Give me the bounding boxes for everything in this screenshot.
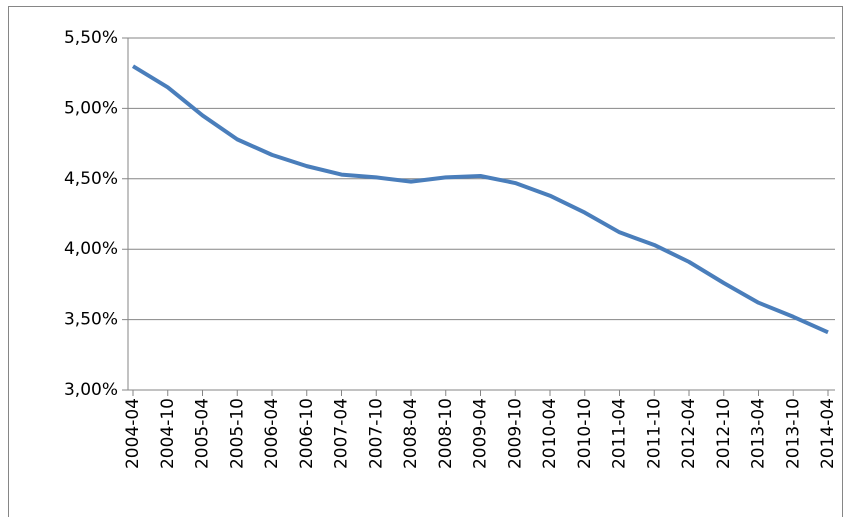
x-tick-label: 2007-10 xyxy=(366,398,386,469)
x-tick-label: 2008-04 xyxy=(401,398,421,469)
y-tick-label: 3,50% xyxy=(64,310,118,330)
x-tick-label: 2012-04 xyxy=(679,398,699,469)
x-tick-label: 2014-04 xyxy=(818,398,838,469)
x-tick-label: 2007-04 xyxy=(332,398,352,469)
y-tick-label: 3,00% xyxy=(64,380,118,400)
line-series xyxy=(131,64,829,335)
x-tick-label: 2004-04 xyxy=(123,398,143,469)
x-tick-label: 2011-04 xyxy=(610,398,630,469)
x-tick-label: 2009-10 xyxy=(505,398,525,469)
x-tick-label: 2013-04 xyxy=(749,398,769,469)
x-tick-label: 2012-10 xyxy=(714,398,734,469)
x-tick-label: 2009-04 xyxy=(471,398,491,469)
x-tick-label: 2004-10 xyxy=(158,398,178,469)
y-tick-label: 5,00% xyxy=(64,98,118,118)
x-tick-label: 2006-04 xyxy=(262,398,282,469)
x-tick-label: 2006-10 xyxy=(297,398,317,469)
y-tick-label: 4,00% xyxy=(64,239,118,259)
x-tick-label: 2005-04 xyxy=(193,398,213,469)
x-tick-label: 2010-04 xyxy=(540,398,560,469)
chart-frame xyxy=(8,6,843,517)
y-tick-label: 5,50% xyxy=(64,28,118,48)
x-tick-label: 2008-10 xyxy=(436,398,456,469)
x-tick-label: 2005-10 xyxy=(227,398,247,469)
x-tick-label: 2011-10 xyxy=(644,398,664,469)
y-tick-label: 4,50% xyxy=(64,169,118,189)
x-tick-label: 2013-10 xyxy=(783,398,803,469)
x-tick-label: 2010-10 xyxy=(575,398,595,469)
